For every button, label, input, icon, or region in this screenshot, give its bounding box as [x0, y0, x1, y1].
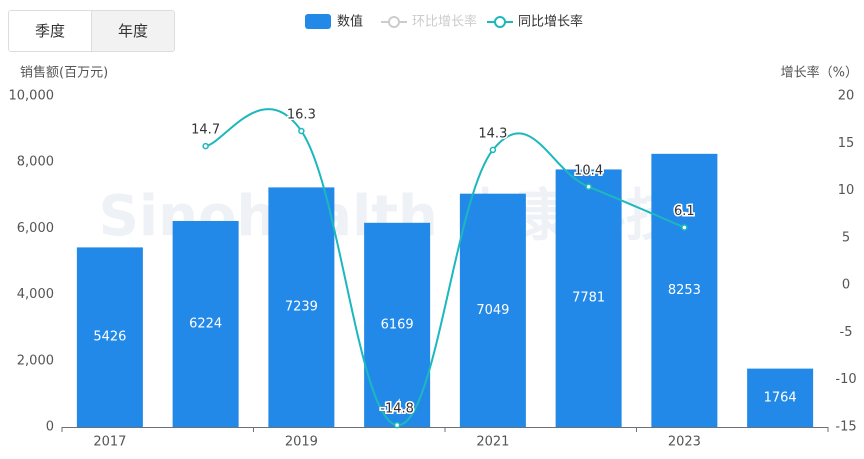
y-tick-label: 6,000: [17, 221, 54, 236]
bar-value-label: 5426: [93, 330, 126, 345]
x-tick-label: 2023: [668, 435, 701, 450]
x-tick-label: 2019: [285, 435, 318, 450]
bar: [459, 193, 526, 427]
line-value-label: 14.7: [191, 123, 220, 138]
x-tick-label: 2017: [93, 435, 126, 450]
y2-tick-label: 20: [838, 89, 855, 104]
bar: [76, 247, 143, 427]
y-axis-label: 销售额(百万元): [20, 65, 108, 81]
line-value-label: 6.1: [674, 204, 695, 219]
tab-group: 季度 年度: [8, 10, 175, 52]
bar: [651, 153, 718, 428]
y-tick-label: 0: [46, 420, 54, 435]
y2-tick-label: 5: [842, 230, 850, 245]
y2-tick-label: 10: [838, 183, 855, 198]
legend-label: 环比增长率: [412, 14, 477, 30]
legend-swatch: [494, 16, 506, 28]
line-point: [681, 224, 688, 231]
y2-axis-label: 增长率（%）: [781, 65, 858, 81]
bar: [268, 187, 335, 427]
tab[interactable]: 年度: [91, 11, 174, 51]
bar-value-label: 7049: [476, 303, 509, 318]
legend-label: 数值: [337, 14, 363, 30]
bar: [364, 222, 431, 427]
y2-tick-label: 15: [838, 136, 855, 151]
line-value-label: -14.8: [380, 402, 414, 417]
line-value-label: 16.3: [287, 107, 316, 122]
bar-value-label: 8253: [668, 283, 701, 298]
bar: [555, 169, 622, 427]
y2-tick-label: 0: [842, 278, 850, 293]
line-point: [489, 146, 497, 154]
y2-tick-label: -10: [835, 372, 856, 387]
y2-tick-label: -5: [840, 325, 853, 340]
line-point: [298, 127, 305, 135]
bar-value-label: 7239: [285, 300, 318, 315]
line-point: [202, 142, 209, 150]
line-point: [585, 183, 592, 191]
x-tick-label: 2021: [476, 435, 509, 450]
legend-label: 同比增长率: [518, 14, 583, 30]
line-value-label: 10.4: [574, 163, 603, 178]
y-tick-label: 8,000: [17, 155, 54, 170]
legend-swatch: [388, 16, 400, 28]
y-tick-label: 2,000: [17, 353, 54, 368]
bar-value-label: 7781: [572, 291, 605, 306]
bar-value-label: 6224: [189, 316, 222, 331]
line-value-label: 14.3: [478, 126, 507, 141]
y2-tick-label: -15: [835, 420, 856, 435]
bar-value-label: 1764: [764, 390, 797, 405]
y-tick-label: 4,000: [17, 287, 54, 302]
y-tick-label: 10,000: [9, 89, 55, 104]
bar-value-label: 6169: [381, 317, 414, 332]
legend-swatch: [305, 14, 331, 29]
bar: [172, 220, 239, 427]
tab[interactable]: 季度: [9, 11, 91, 51]
bar: [747, 368, 814, 427]
line-point: [393, 421, 401, 429]
